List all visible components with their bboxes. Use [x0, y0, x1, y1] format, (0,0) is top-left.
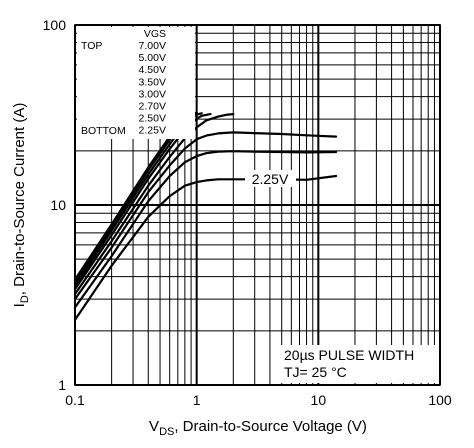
y-tick-label: 100	[43, 17, 67, 33]
legend-entry: 2.50V	[139, 113, 166, 125]
legend-bottom-label: BOTTOM	[81, 125, 126, 137]
y-axis-label-symbol: I	[11, 303, 28, 307]
note-junction-temperature: TJ= 25 °C	[284, 364, 347, 380]
curve-annotation-background	[245, 170, 296, 187]
y-axis-label-text: , Drain-to-Source Current (A)	[11, 103, 28, 296]
legend-entry: 4.50V	[139, 64, 166, 76]
y-tick-label: 10	[50, 197, 66, 213]
characteristic-curves	[73, 111, 338, 321]
legend-entry: 5.00V	[139, 52, 166, 64]
notes-background	[279, 345, 438, 383]
plot-frame	[74, 24, 441, 386]
curve-5	[73, 113, 212, 291]
x-axis-tick-labels: 0.1 1 10 100	[65, 392, 452, 408]
curve-2	[73, 150, 338, 309]
legend-entry: 3.50V	[139, 76, 166, 88]
x-tick-label: 100	[428, 392, 452, 408]
y-axis-label-subscript: D	[19, 295, 31, 303]
curve-6	[73, 112, 203, 288]
legend-header: VGS	[144, 28, 166, 40]
legend-top-label: TOP	[81, 40, 102, 52]
note-pulse-width: 20µs PULSE WIDTH	[284, 347, 414, 363]
legend-entry: 7.00V	[139, 40, 166, 52]
x-axis-label: VDS, Drain-to-Source Voltage (V)	[149, 418, 367, 438]
curve-1	[73, 174, 338, 321]
legend-entry: 2.25V	[139, 125, 166, 137]
y-axis-tick-labels: 1 10 100	[43, 17, 67, 393]
y-tick-label: 1	[58, 377, 66, 393]
curve-3	[73, 131, 338, 301]
legend-entry: 3.00V	[139, 88, 166, 100]
x-axis-label-symbol: V	[149, 418, 159, 435]
x-tick-label: 1	[193, 392, 201, 408]
curve-annotation: 2.25V	[252, 171, 289, 187]
x-tick-label: 0.1	[65, 392, 85, 408]
x-axis-label-text: , Drain-to-Source Voltage (V)	[174, 418, 367, 435]
y-axis-label: ID, Drain-to-Source Current (A)	[11, 103, 31, 308]
x-axis-label-subscript: DS	[159, 426, 174, 438]
x-tick-label: 10	[311, 392, 327, 408]
legend-background	[77, 27, 195, 139]
legend-entry: 2.70V	[139, 101, 166, 113]
